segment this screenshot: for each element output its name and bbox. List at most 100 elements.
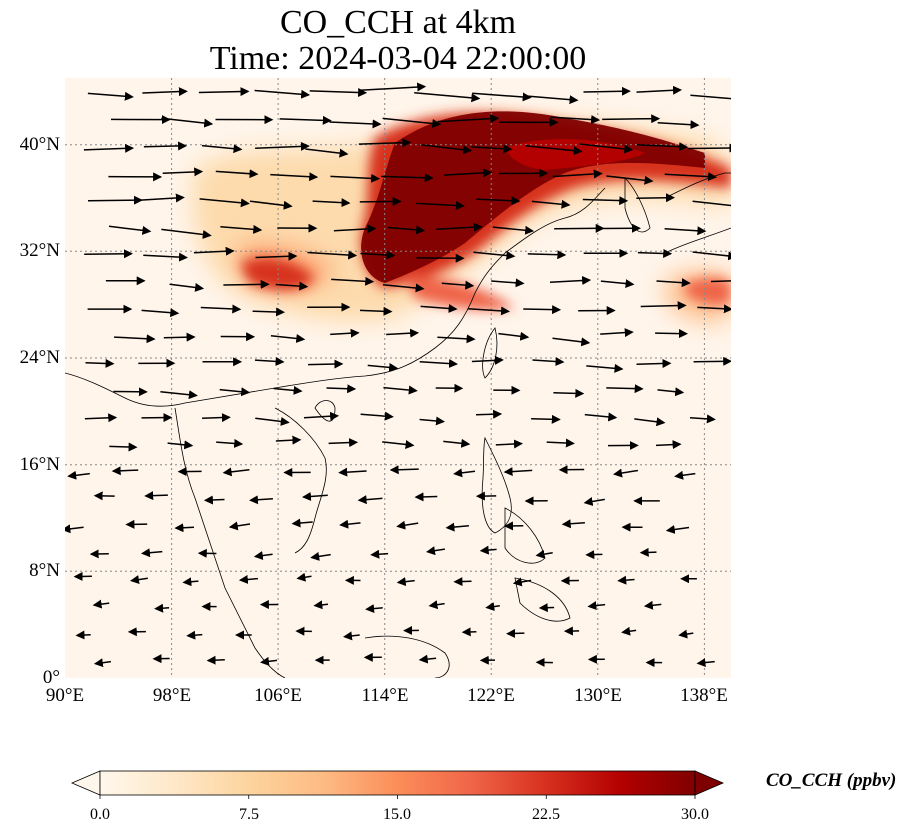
wind-vector bbox=[453, 577, 472, 587]
wind-vector bbox=[657, 120, 700, 130]
wind-vector bbox=[255, 251, 298, 261]
wind-vector bbox=[339, 519, 361, 529]
wind-vector bbox=[219, 387, 251, 397]
wind-vector bbox=[583, 86, 631, 96]
wind-vector bbox=[640, 301, 687, 311]
wind-vector bbox=[621, 626, 637, 636]
wind-vector bbox=[657, 387, 685, 397]
wind-vector bbox=[418, 654, 437, 664]
wind-vector bbox=[420, 303, 458, 313]
wind-vector bbox=[617, 575, 635, 585]
wind-vector bbox=[693, 356, 731, 366]
wind-vector bbox=[584, 412, 618, 422]
wind-vector bbox=[428, 600, 445, 610]
wind-vector bbox=[586, 363, 624, 373]
wind-vector bbox=[305, 148, 349, 158]
wind-vector bbox=[75, 630, 91, 640]
wind-vector bbox=[553, 388, 585, 398]
wind-vector bbox=[169, 282, 205, 292]
wind-vector bbox=[634, 417, 666, 427]
wind-vector bbox=[275, 281, 309, 291]
wind-vector bbox=[561, 519, 585, 529]
wind-vector bbox=[583, 497, 605, 506]
wind-vector bbox=[370, 549, 389, 559]
wind-vector bbox=[114, 334, 156, 344]
wind-vector bbox=[360, 411, 394, 421]
wind-vector bbox=[93, 658, 112, 668]
wind-vector bbox=[492, 225, 535, 235]
wind-vector bbox=[476, 196, 521, 206]
wind-vector bbox=[92, 599, 110, 609]
wind-vector bbox=[470, 144, 513, 154]
wind-vector bbox=[419, 416, 445, 426]
wind-vector bbox=[360, 250, 396, 260]
wind-vector bbox=[143, 141, 188, 151]
wind-vector bbox=[308, 359, 344, 369]
wind-vector bbox=[84, 413, 118, 423]
wind-vector bbox=[215, 169, 259, 179]
wind-vector bbox=[83, 143, 135, 153]
wind-vector bbox=[582, 196, 629, 206]
wind-vector bbox=[532, 357, 565, 366]
wind-vector bbox=[357, 495, 383, 505]
wind-vector bbox=[414, 492, 438, 502]
wind-vector bbox=[696, 658, 715, 668]
colorbar-label: CO_CCH (ppbv) bbox=[766, 770, 897, 791]
wind-vector bbox=[253, 551, 273, 560]
wind-vector bbox=[613, 468, 639, 478]
wind-vector bbox=[138, 193, 185, 203]
wind-vector bbox=[154, 603, 170, 613]
wind-vector bbox=[690, 94, 731, 100]
wind-vector bbox=[396, 520, 419, 530]
lon-tick-114e: 114°E bbox=[361, 685, 409, 706]
wind-vector bbox=[636, 359, 672, 368]
wind-vector bbox=[600, 328, 634, 338]
wind-vector bbox=[643, 600, 662, 610]
wind-vector bbox=[328, 438, 359, 448]
wind-vector bbox=[414, 91, 481, 103]
wind-vector bbox=[495, 439, 523, 449]
wind-vector bbox=[491, 278, 525, 288]
colorbar-tick-30: 30.0 bbox=[681, 806, 709, 823]
wind-vector bbox=[326, 384, 357, 394]
wind-vector bbox=[330, 328, 360, 338]
wind-vector bbox=[312, 198, 351, 208]
wind-vector bbox=[108, 225, 152, 235]
wind-vector bbox=[249, 495, 273, 505]
colorbar-tick-7-5: 7.5 bbox=[239, 806, 259, 823]
lat-tick-32n: 32°N bbox=[19, 240, 60, 261]
wind-vector bbox=[636, 85, 682, 95]
wind-vector bbox=[203, 495, 225, 505]
lat-tick-16n: 16°N bbox=[19, 454, 60, 475]
wind-vector bbox=[330, 173, 381, 183]
wind-vector bbox=[419, 359, 458, 369]
wind-vector bbox=[87, 91, 134, 101]
wind-vector bbox=[307, 250, 358, 260]
wind-vector bbox=[381, 173, 434, 183]
wind-vector bbox=[444, 168, 493, 178]
wind-vector bbox=[678, 629, 694, 639]
wind-vector bbox=[206, 655, 225, 665]
wind-vector bbox=[200, 304, 242, 314]
wind-vector bbox=[249, 200, 293, 210]
wind-vector bbox=[201, 144, 243, 154]
wind-vector bbox=[167, 440, 194, 450]
wind-vector bbox=[65, 524, 84, 534]
wind-vector bbox=[552, 337, 591, 347]
wind-vector bbox=[222, 467, 250, 477]
wind-vector bbox=[386, 328, 420, 338]
wind-vector bbox=[664, 172, 718, 182]
colorbar-tick-15: 15.0 bbox=[383, 806, 411, 823]
wind-vector bbox=[254, 89, 311, 99]
wind-vector bbox=[387, 225, 426, 235]
wind-vector bbox=[255, 416, 290, 426]
wind-vector bbox=[302, 491, 328, 501]
wind-vector bbox=[343, 631, 360, 641]
wind-vector bbox=[697, 304, 731, 314]
wind-vector bbox=[531, 199, 571, 209]
wind-vector bbox=[199, 198, 250, 208]
wind-vector bbox=[160, 390, 198, 400]
wind-vector bbox=[600, 279, 635, 289]
wind-vector bbox=[382, 117, 442, 128]
wind-vector bbox=[710, 280, 731, 283]
